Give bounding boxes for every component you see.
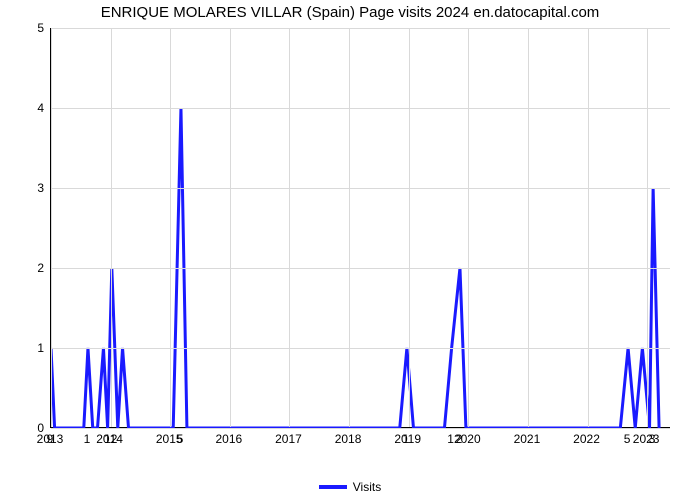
xtick-label: 2021 bbox=[497, 432, 557, 446]
gridline-v bbox=[170, 28, 171, 427]
peak-label: 2 bbox=[444, 432, 474, 446]
ytick-label: 2 bbox=[4, 261, 44, 275]
peak-label: 9 bbox=[35, 432, 65, 446]
gridline-v bbox=[230, 28, 231, 427]
legend-swatch bbox=[319, 485, 347, 489]
gridline-v bbox=[289, 28, 290, 427]
chart-container: ENRIQUE MOLARES VILLAR (Spain) Page visi… bbox=[0, 0, 700, 500]
gridline-v bbox=[409, 28, 410, 427]
gridline-v bbox=[111, 28, 112, 427]
ytick-label: 5 bbox=[4, 21, 44, 35]
gridline-v bbox=[528, 28, 529, 427]
ytick-label: 1 bbox=[4, 341, 44, 355]
xtick-label: 2022 bbox=[557, 432, 617, 446]
peak-label: 3 bbox=[637, 432, 667, 446]
gridline-h bbox=[51, 188, 670, 189]
gridline-v bbox=[647, 28, 648, 427]
gridline-h bbox=[51, 348, 670, 349]
gridline-h bbox=[51, 428, 670, 429]
ytick-label: 3 bbox=[4, 181, 44, 195]
ytick-label: 4 bbox=[4, 101, 44, 115]
plot-area bbox=[50, 28, 670, 428]
gridline-v bbox=[51, 28, 52, 427]
chart-title: ENRIQUE MOLARES VILLAR (Spain) Page visi… bbox=[0, 4, 700, 21]
line-series bbox=[51, 28, 671, 428]
xtick-label: 2018 bbox=[318, 432, 378, 446]
gridline-v bbox=[349, 28, 350, 427]
gridline-h bbox=[51, 28, 670, 29]
legend-label: Visits bbox=[353, 480, 381, 494]
gridline-h bbox=[51, 268, 670, 269]
peak-label: 1 bbox=[391, 432, 421, 446]
peak-label: 12 bbox=[96, 432, 126, 446]
legend: Visits bbox=[0, 480, 700, 494]
gridline-h bbox=[51, 108, 670, 109]
gridline-v bbox=[588, 28, 589, 427]
xtick-label: 2017 bbox=[258, 432, 318, 446]
peak-label: 5 bbox=[165, 432, 195, 446]
xtick-label: 2016 bbox=[199, 432, 259, 446]
gridline-v bbox=[468, 28, 469, 427]
